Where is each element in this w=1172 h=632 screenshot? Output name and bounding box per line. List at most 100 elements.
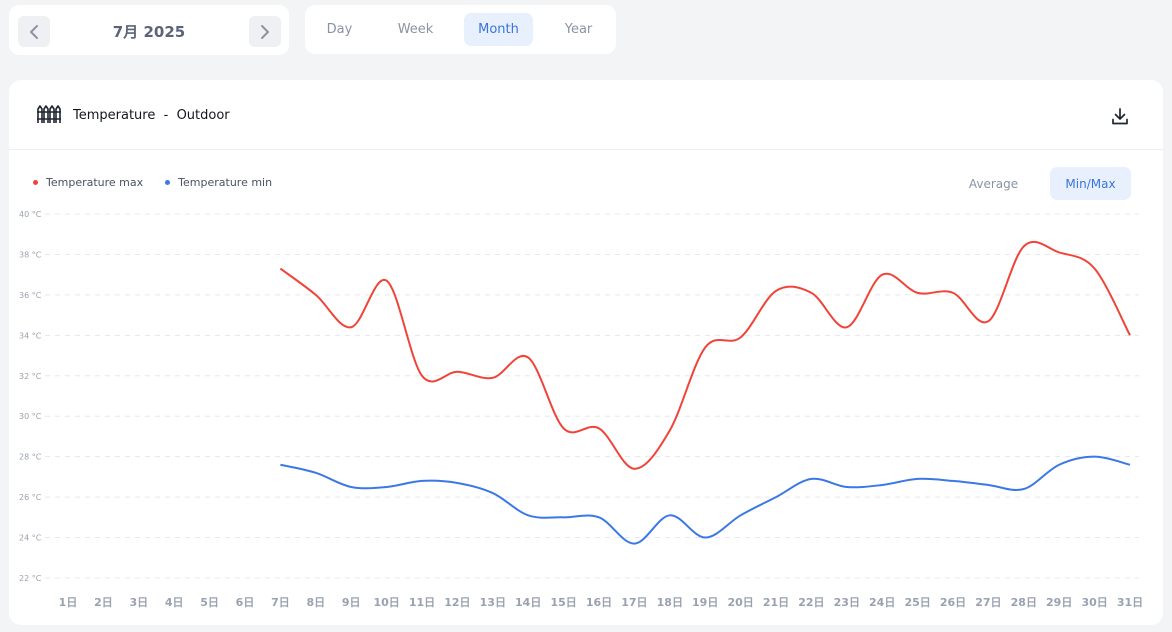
- data-point-max[interactable]: [912, 287, 924, 299]
- data-point-max[interactable]: [1053, 246, 1065, 258]
- legend-item-max[interactable]: Temperature max: [33, 176, 143, 189]
- data-point-max[interactable]: [381, 275, 393, 287]
- data-point-min[interactable]: [1124, 459, 1136, 471]
- y-tick-label: 30 °C: [19, 412, 42, 421]
- average-mode-button[interactable]: Average: [968, 176, 1019, 191]
- x-tick-label: 27日: [975, 596, 1001, 609]
- previous-month-button[interactable]: [18, 16, 50, 47]
- data-point-max[interactable]: [558, 422, 570, 434]
- chevron-right-icon: [261, 24, 269, 39]
- data-point-max[interactable]: [805, 287, 817, 299]
- tab-year[interactable]: Year: [564, 22, 593, 37]
- next-month-button[interactable]: [249, 16, 281, 47]
- data-point-max[interactable]: [1018, 240, 1030, 252]
- temperature-card: Temperature - Outdoor Temperature max Te…: [9, 80, 1163, 625]
- y-tick-label: 38 °C: [19, 250, 42, 259]
- x-tick-label: 10日: [373, 596, 399, 609]
- y-tick-label: 26 °C: [19, 493, 42, 502]
- temperature-chart: 22 °C 24 °C 26 °C 28 °C 30 °C 32 °C 34 °C 36 °C…: [19, 210, 1143, 609]
- data-point-max[interactable]: [487, 372, 499, 384]
- x-tick-label: 2日: [94, 596, 113, 609]
- legend-item-min[interactable]: Temperature min: [165, 176, 272, 189]
- data-point-max[interactable]: [451, 366, 463, 378]
- data-point-max[interactable]: [947, 287, 959, 299]
- x-tick-label: 12日: [444, 596, 470, 609]
- data-point-min[interactable]: [735, 509, 747, 521]
- data-point-min[interactable]: [310, 467, 322, 479]
- x-tick-label: 11日: [409, 596, 435, 609]
- legend-dot-min: [165, 180, 171, 185]
- x-tick-label: 7日: [271, 596, 290, 609]
- x-tick-label: 16日: [586, 596, 612, 609]
- data-point-min[interactable]: [1018, 483, 1030, 495]
- data-point-min[interactable]: [522, 509, 534, 521]
- data-point-max[interactable]: [1089, 263, 1101, 275]
- data-point-max[interactable]: [274, 263, 286, 275]
- download-button[interactable]: [1108, 104, 1132, 128]
- data-point-min[interactable]: [841, 481, 853, 493]
- x-tick-label: 22日: [798, 596, 824, 609]
- data-point-min[interactable]: [593, 511, 605, 523]
- data-point-min[interactable]: [1089, 451, 1101, 463]
- data-point-max[interactable]: [593, 422, 605, 434]
- data-point-max[interactable]: [735, 331, 747, 343]
- x-tick-label: 13日: [480, 596, 506, 609]
- x-tick-label: 6日: [236, 596, 255, 609]
- data-point-max[interactable]: [699, 341, 711, 353]
- data-point-max[interactable]: [310, 289, 322, 301]
- period-tabs: Day Week Month Year: [305, 5, 616, 54]
- legend-label-max: Temperature max: [46, 176, 144, 189]
- data-point-min[interactable]: [345, 481, 357, 493]
- data-point-max[interactable]: [416, 370, 428, 382]
- data-point-min[interactable]: [664, 509, 676, 521]
- legend-dot-max: [33, 180, 38, 185]
- chevron-left-icon: [30, 24, 38, 39]
- y-tick-label: 34 °C: [19, 331, 42, 340]
- data-point-max[interactable]: [770, 285, 782, 297]
- legend-label-min: Temperature min: [178, 176, 273, 189]
- data-point-min[interactable]: [699, 532, 711, 544]
- data-point-min[interactable]: [947, 475, 959, 487]
- data-point-min[interactable]: [381, 481, 393, 493]
- tab-month[interactable]: Month: [464, 13, 533, 46]
- data-point-max[interactable]: [982, 315, 994, 327]
- data-point-min[interactable]: [876, 479, 888, 491]
- x-tick-label: 5日: [200, 596, 219, 609]
- tab-week[interactable]: Week: [397, 22, 434, 37]
- tab-day[interactable]: Day: [326, 22, 353, 37]
- data-point-min[interactable]: [805, 473, 817, 485]
- data-point-max[interactable]: [876, 269, 888, 281]
- series-line-max[interactable]: [279, 240, 1131, 470]
- date-navigator: 7月 2025: [9, 5, 289, 55]
- data-point-max[interactable]: [664, 424, 676, 436]
- y-tick-label: 40 °C: [19, 210, 42, 219]
- series-line-min[interactable]: [280, 455, 1131, 545]
- x-tick-label: 29日: [1046, 596, 1072, 609]
- data-point-min[interactable]: [558, 511, 570, 523]
- data-point-min[interactable]: [770, 491, 782, 503]
- data-point-min[interactable]: [628, 538, 640, 550]
- x-tick-label: 25日: [904, 596, 930, 609]
- x-tick-label: 3日: [129, 596, 148, 609]
- card-title: Temperature - Outdoor: [73, 108, 230, 123]
- data-point-min[interactable]: [982, 479, 994, 491]
- x-tick-label: 4日: [165, 596, 184, 609]
- card-header: Temperature - Outdoor: [9, 80, 1163, 150]
- x-tick-label: 18日: [657, 596, 683, 609]
- data-point-min[interactable]: [487, 487, 499, 499]
- download-icon: [1112, 107, 1128, 124]
- data-point-max[interactable]: [1124, 329, 1136, 341]
- x-tick-label: 8日: [306, 596, 325, 609]
- data-point-max[interactable]: [522, 352, 534, 364]
- x-tick-label: 31日: [1117, 596, 1143, 609]
- data-point-max[interactable]: [841, 321, 853, 333]
- data-point-min[interactable]: [1053, 459, 1065, 471]
- minmax-mode-button[interactable]: Min/Max: [1050, 167, 1131, 200]
- data-point-min[interactable]: [451, 477, 463, 489]
- data-point-max[interactable]: [628, 463, 640, 475]
- data-point-min[interactable]: [912, 473, 924, 485]
- data-point-min[interactable]: [274, 459, 286, 471]
- data-point-min[interactable]: [416, 475, 428, 487]
- data-point-max[interactable]: [345, 321, 357, 333]
- x-tick-label: 24日: [869, 596, 895, 609]
